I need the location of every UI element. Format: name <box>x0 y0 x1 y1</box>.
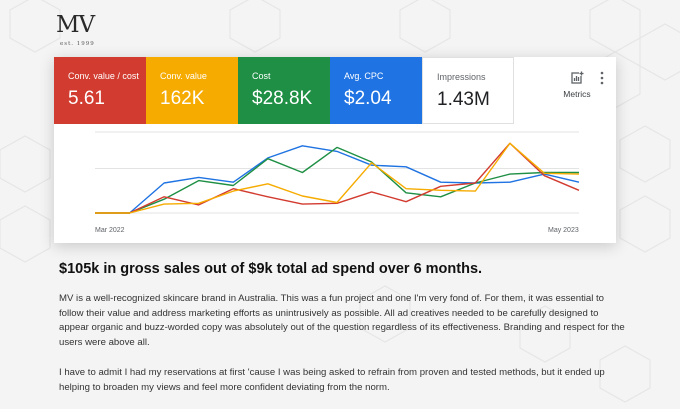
logo-mark: MV <box>56 12 95 38</box>
kpi-tile-cost[interactable]: Cost $28.8K <box>238 57 330 124</box>
performance-line-chart <box>95 131 580 214</box>
kpi-label: Cost <box>252 71 271 81</box>
kpi-value: 162K <box>160 88 205 109</box>
kpi-value: $28.8K <box>252 88 313 109</box>
chart-series-line-1 <box>95 145 580 214</box>
chart-series-line-3 <box>95 142 580 214</box>
add-chart-icon <box>570 71 584 84</box>
kpi-tile-conv-value[interactable]: Conv. value 162K <box>146 57 238 124</box>
more-vert-icon[interactable] <box>598 71 606 85</box>
x-axis-end-label: May 2023 <box>548 227 579 234</box>
kpi-value: 1.43M <box>437 89 490 110</box>
case-study-headline: $105k in gross sales out of $9k total ad… <box>59 261 483 277</box>
kpi-tile-impressions[interactable]: Impressions 1.43M <box>422 57 514 124</box>
case-study-paragraph-2: I have to admit I had my reservations at… <box>59 367 605 393</box>
metrics-button[interactable]: Metrics <box>554 69 600 113</box>
x-axis-start-label: Mar 2022 <box>95 227 125 234</box>
kpi-label: Conv. value / cost <box>68 71 139 81</box>
brand-logo: MV est. 1999 <box>56 12 114 52</box>
kpi-tile-avg-cpc[interactable]: Avg. CPC $2.04 <box>330 57 422 124</box>
kpi-value: 5.61 <box>68 88 105 109</box>
case-study-paragraph-1: MV is a well-recognized skincare brand i… <box>59 293 625 348</box>
chart-series-line-4 <box>95 142 580 214</box>
ads-performance-card: Conv. value / cost 5.61 Conv. value 162K… <box>54 57 616 243</box>
chart-series-line-2 <box>95 146 579 214</box>
kpi-label: Avg. CPC <box>344 71 384 81</box>
logo-established: est. 1999 <box>60 41 95 47</box>
kpi-label: Impressions <box>437 72 486 82</box>
metrics-label: Metrics <box>563 89 591 99</box>
kpi-value: $2.04 <box>344 88 392 109</box>
kpi-label: Conv. value <box>160 71 207 81</box>
kpi-tile-conv-value-cost[interactable]: Conv. value / cost 5.61 <box>54 57 146 124</box>
